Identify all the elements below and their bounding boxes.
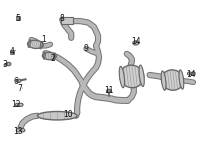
Text: 9: 9 xyxy=(84,44,89,53)
Text: 14: 14 xyxy=(187,70,196,80)
Ellipse shape xyxy=(37,112,77,120)
Ellipse shape xyxy=(40,41,43,49)
Text: 7: 7 xyxy=(17,84,22,93)
Circle shape xyxy=(133,41,139,45)
Ellipse shape xyxy=(119,66,125,88)
Circle shape xyxy=(187,72,192,75)
Ellipse shape xyxy=(28,40,43,49)
Text: 14: 14 xyxy=(131,37,141,46)
Ellipse shape xyxy=(28,40,31,47)
Text: 2: 2 xyxy=(51,54,56,64)
Text: 3: 3 xyxy=(3,60,8,69)
Ellipse shape xyxy=(53,53,55,60)
Ellipse shape xyxy=(162,70,183,90)
Circle shape xyxy=(20,128,25,132)
Text: 1: 1 xyxy=(41,35,46,44)
Circle shape xyxy=(16,79,21,82)
Ellipse shape xyxy=(179,70,184,89)
Circle shape xyxy=(6,62,11,66)
Text: 13: 13 xyxy=(13,127,22,136)
Text: 5: 5 xyxy=(15,14,20,23)
Ellipse shape xyxy=(161,71,166,90)
Text: 11: 11 xyxy=(104,86,114,95)
Ellipse shape xyxy=(44,52,45,59)
Text: 8: 8 xyxy=(60,14,65,23)
Circle shape xyxy=(107,89,111,93)
Ellipse shape xyxy=(42,52,56,60)
Circle shape xyxy=(191,72,195,75)
Text: 4: 4 xyxy=(10,47,15,56)
Text: 6: 6 xyxy=(13,77,18,86)
Circle shape xyxy=(16,128,21,132)
Ellipse shape xyxy=(139,65,144,86)
FancyBboxPatch shape xyxy=(61,17,73,24)
Text: 12: 12 xyxy=(11,100,20,109)
Ellipse shape xyxy=(120,65,144,88)
Circle shape xyxy=(15,103,20,106)
Circle shape xyxy=(19,103,23,106)
Text: 10: 10 xyxy=(63,111,73,120)
